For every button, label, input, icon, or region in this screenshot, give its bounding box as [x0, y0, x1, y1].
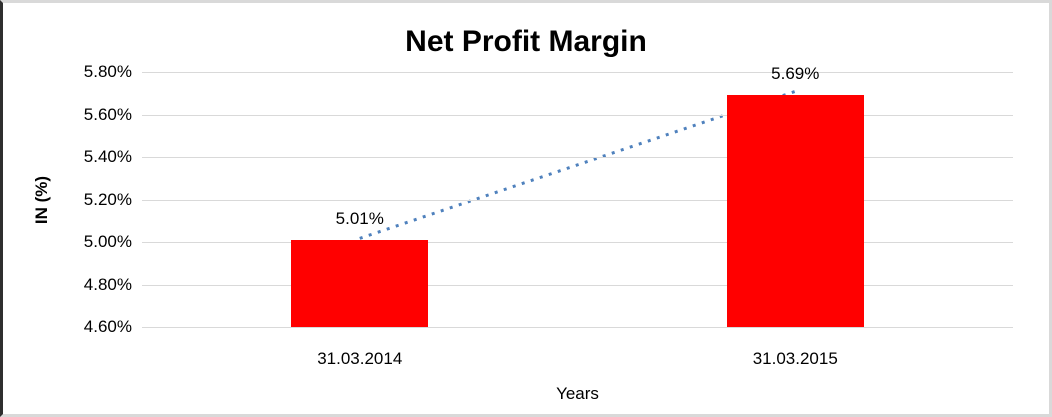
y-tick-label: 5.80%: [83, 62, 132, 81]
y-tick-label: 4.80%: [83, 274, 132, 294]
trendline: [359, 89, 796, 240]
gridline: [142, 199, 1013, 201]
gridline: [142, 284, 1013, 286]
x-axis-title: Years: [556, 384, 599, 403]
bar-value-label: 5.01%: [335, 208, 384, 228]
bar: [726, 95, 864, 327]
y-tick-label: 5.40%: [83, 147, 132, 166]
y-tick-label: 5.20%: [83, 189, 132, 209]
bar: [291, 239, 429, 327]
y-tick-label: 5.00%: [83, 232, 132, 251]
gridline: [142, 114, 1013, 116]
gridline: [142, 157, 1013, 158]
y-tick-label: 5.60%: [83, 104, 132, 124]
bar-value-label: 5.69%: [771, 64, 820, 84]
gridline: [142, 327, 1013, 328]
x-category-label: 31.03.2015: [752, 349, 838, 368]
x-category-label: 31.03.2014: [317, 349, 403, 368]
y-tick-label: 4.60%: [83, 317, 132, 336]
gridline: [142, 242, 1013, 243]
chart-title: Net Profit Margin: [405, 25, 647, 58]
gridline: [142, 72, 1013, 73]
